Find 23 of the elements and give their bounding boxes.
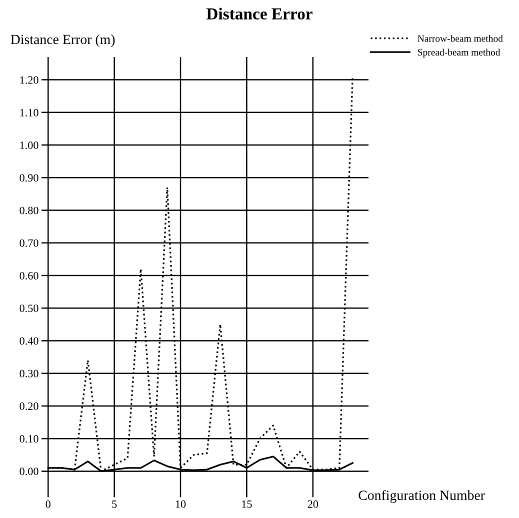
y-tick-label: 0.60	[20, 272, 38, 280]
y-tick-label: 0.00	[20, 468, 38, 476]
y-tick-label: 0.50	[20, 304, 38, 312]
y-axis-title: Distance Error (m)	[10, 34, 115, 47]
x-tick-label: 5	[112, 500, 117, 508]
x-tick-label: 0	[46, 500, 50, 508]
legend-label: Spread-beam method	[418, 48, 500, 58]
x-tick-label: 15	[242, 500, 252, 508]
y-tick-label: 1.00	[20, 142, 38, 150]
legend-label: Narrow-beam method	[418, 34, 503, 42]
y-tick-label: 0.10	[20, 435, 38, 443]
y-tick-label: 1.10	[20, 108, 38, 116]
y-tick-label: 0.40	[20, 337, 38, 345]
x-tick-label: 10	[176, 500, 186, 508]
y-tick-label: 1.20	[20, 76, 38, 84]
x-tick-label: 20	[308, 500, 318, 508]
y-tick-label: 0.80	[20, 206, 38, 214]
y-tick-label: 0.70	[20, 239, 38, 247]
y-tick-label: 0.20	[20, 402, 38, 410]
y-tick-label: 0.30	[20, 370, 38, 378]
y-tick-label: 0.90	[20, 174, 38, 182]
x-axis-title: Configuration Number	[358, 490, 485, 503]
chart-title: Distance Error	[206, 8, 312, 20]
